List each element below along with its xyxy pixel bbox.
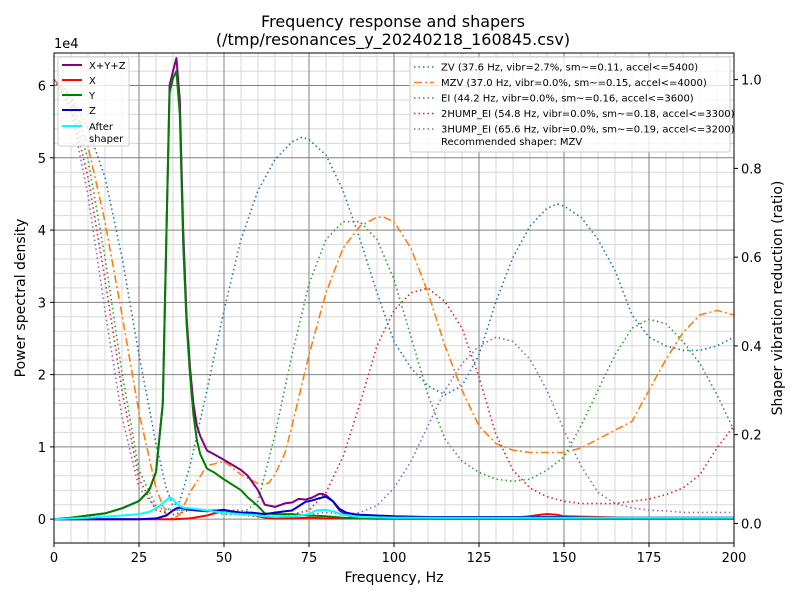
psd-line-x <box>54 509 734 521</box>
y2-axis-ticks: 0.0 0.2 0.4 0.6 0.8 1.0 <box>734 74 762 532</box>
chart-title: Frequency response and shapers <box>261 12 525 31</box>
psd-legend-label: shaper <box>89 134 124 145</box>
shaper-legend-label: 2HUMP_EI (54.8 Hz, vibr=0.0%, sm~=0.18, … <box>441 109 735 120</box>
x-tick-label: 100 <box>382 551 407 566</box>
psd-line-after-shaper <box>53 496 734 521</box>
y2-tick-label: 0.4 <box>741 340 762 355</box>
psd-legend-label: Y <box>88 91 96 102</box>
shaper-curves <box>53 79 735 520</box>
x-axis-ticks: 0 25 50 75 100 125 150 175 200 <box>50 543 747 566</box>
psd-curves <box>53 57 734 521</box>
y2-axis-title: Shaper vibration reduction (ratio) <box>770 181 786 416</box>
shaper-legend-box <box>409 56 731 153</box>
shaper-line-ei <box>53 79 735 516</box>
shaper-legend-label: MZV (37.0 Hz, vibr=0.0%, sm~=0.15, accel… <box>441 78 707 89</box>
psd-legend-label: X <box>89 76 96 87</box>
shaper-legend-label: ZV (37.6 Hz, vibr=2.7%, sm~=0.11, accel<… <box>441 63 698 74</box>
x-tick-label: 0 <box>50 551 58 566</box>
y2-tick-label: 1.0 <box>741 74 762 89</box>
y-tick-label: 4 <box>38 224 46 239</box>
y-tick-label: 1 <box>38 441 46 456</box>
psd-line-y <box>53 70 734 521</box>
y-offset-text: 1e4 <box>54 37 79 52</box>
y2-tick-label: 0.8 <box>741 162 762 177</box>
x-tick-label: 150 <box>552 551 577 566</box>
x-tick-label: 125 <box>467 551 492 566</box>
y-axis-ticks: 0 1 2 3 4 5 6 <box>38 80 54 528</box>
shaper-line-3hump-ei <box>53 79 734 518</box>
y2-tick-label: 0.6 <box>741 251 762 266</box>
shaper-legend-label: 3HUMP_EI (65.6 Hz, vibr=0.0%, sm~=0.19, … <box>441 125 735 136</box>
y-tick-label: 6 <box>38 80 46 95</box>
x-tick-label: 175 <box>637 551 662 566</box>
y2-tick-label: 0.2 <box>741 429 762 444</box>
shaper-legend-label: EI (44.2 Hz, vibr=0.0%, sm~=0.16, accel<… <box>441 94 694 105</box>
y-axis-title: Power spectral density <box>13 219 29 378</box>
y-tick-label: 0 <box>38 513 46 528</box>
y2-tick-label: 0.0 <box>741 517 762 532</box>
x-axis-title: Frequency, Hz <box>344 570 443 586</box>
y-tick-label: 5 <box>38 152 46 167</box>
y-tick-label: 3 <box>38 296 46 311</box>
psd-legend-label: After <box>89 122 114 133</box>
shaper-legend: Recommended shaper: MZV ZV (37.6 Hz, vib… <box>409 56 735 153</box>
x-tick-label: 50 <box>216 551 233 566</box>
recommended-shaper-text: Recommended shaper: MZV <box>441 137 582 148</box>
x-tick-label: 25 <box>131 551 148 566</box>
shaper-line-mzv <box>53 79 735 520</box>
psd-legend-label: Z <box>89 106 96 117</box>
psd-legend-label: X+Y+Z <box>89 61 126 72</box>
x-tick-label: 75 <box>301 551 318 566</box>
chart-subtitle: (/tmp/resonances_y_20240218_160845.csv) <box>216 30 570 50</box>
x-tick-label: 200 <box>722 551 747 566</box>
y-tick-label: 2 <box>38 369 46 384</box>
